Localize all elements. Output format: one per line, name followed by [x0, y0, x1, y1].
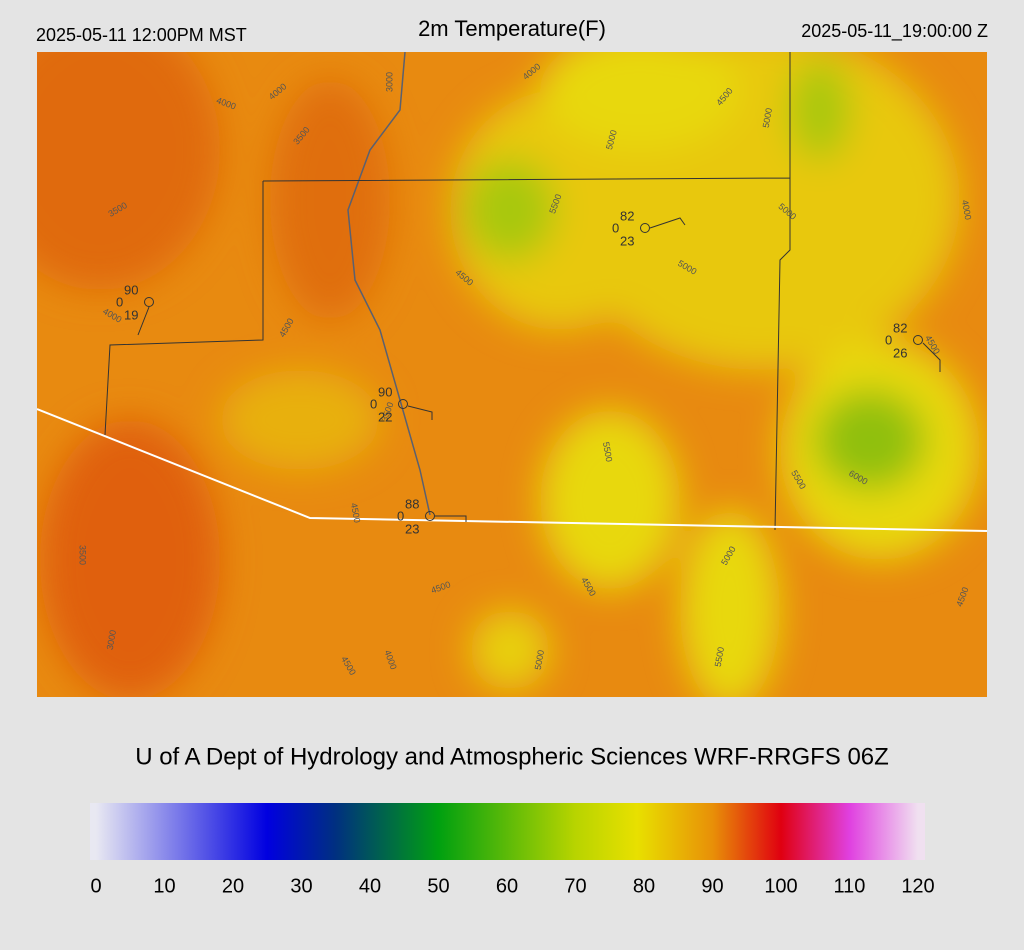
colorbar-tick-label: 90	[701, 875, 723, 897]
local-time: 2025-05-11 12:00PM MST	[36, 25, 247, 45]
colorbar-tick-label: 30	[290, 875, 312, 897]
station-wind: 0	[397, 508, 404, 523]
wind-barb	[407, 405, 433, 420]
colorbar-tick-label: 0	[90, 875, 101, 897]
station-wind: 0	[370, 396, 377, 411]
station-wind: 0	[885, 332, 892, 347]
colorbar-tick-label: 120	[901, 875, 934, 897]
station-wind: 0	[612, 220, 619, 235]
contour-label: 3000	[105, 629, 118, 650]
colorbar-tick-label: 50	[427, 875, 449, 897]
colorbar-tick-label: 60	[496, 875, 518, 897]
station-temperature: 82	[893, 320, 907, 335]
station-wind: 0	[116, 294, 123, 309]
map-title: 2m Temperature(F)	[418, 16, 606, 41]
wind-barb	[649, 217, 686, 229]
station-marker	[640, 223, 650, 233]
utc-time: 2025-05-11_19:00:00 Z	[801, 21, 988, 42]
wind-barb	[435, 515, 467, 522]
wind-barb	[137, 306, 150, 336]
colorbar-tick-label: 70	[564, 875, 586, 897]
colorbar-tick-label: 100	[764, 875, 797, 897]
colorbar-tick-label: 10	[153, 875, 175, 897]
colorbar-tick-label: 20	[222, 875, 244, 897]
contour-label: 3000	[384, 72, 394, 92]
contour-label: 4500	[349, 502, 362, 523]
station-temperature: 90	[378, 384, 392, 399]
station-marker	[398, 399, 408, 409]
station-dewpoint: 22	[378, 409, 392, 424]
contour-label: 5000	[761, 107, 774, 128]
station-marker	[913, 335, 923, 345]
station-dewpoint: 23	[620, 233, 634, 248]
colorbar-tick-label: 110	[834, 875, 866, 897]
footer-title: U of A Dept of Hydrology and Atmospheric…	[135, 743, 889, 770]
contour-label: 3500	[78, 545, 88, 565]
station-dewpoint: 19	[124, 307, 138, 322]
station-temperature: 82	[620, 208, 634, 223]
station-marker	[425, 511, 435, 521]
colorbar-tick-label: 80	[633, 875, 655, 897]
contour-label: 5500	[601, 441, 614, 462]
contour-label: 4000	[960, 199, 973, 220]
colorbar	[90, 803, 925, 860]
station-dewpoint: 23	[405, 521, 419, 536]
station-temperature: 90	[124, 282, 138, 297]
station-marker	[144, 297, 154, 307]
station-temperature: 88	[405, 496, 419, 511]
contour-label: 5000	[533, 649, 546, 670]
colorbar-tick-label: 40	[359, 875, 381, 897]
wind-barb	[922, 342, 941, 372]
station-dewpoint: 26	[893, 345, 907, 360]
contour-label: 5500	[713, 646, 726, 667]
